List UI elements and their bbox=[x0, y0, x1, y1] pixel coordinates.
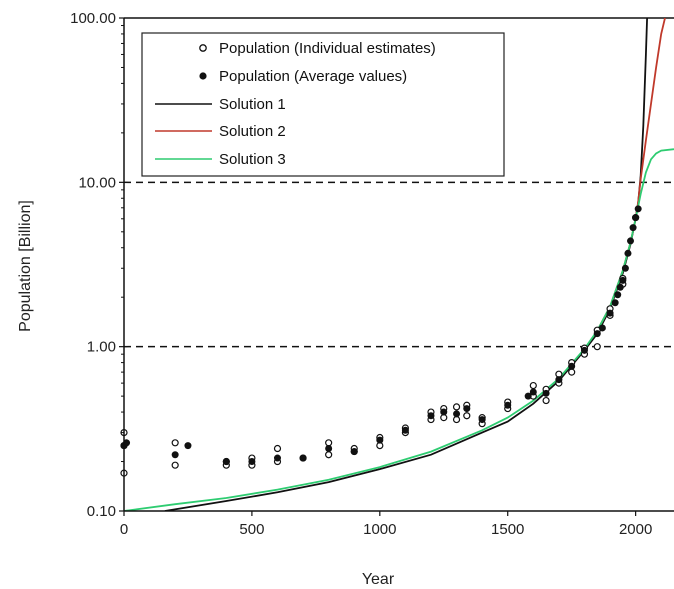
x-tick-label: 0 bbox=[120, 521, 128, 538]
legend-item-solution-3: Solution 3 bbox=[219, 151, 286, 168]
average-value-point bbox=[325, 445, 333, 453]
solution-curve-3 bbox=[124, 148, 674, 511]
individual-estimate-point bbox=[568, 368, 576, 376]
legend-item-solution-1: Solution 1 bbox=[219, 96, 286, 113]
average-value-point bbox=[568, 362, 576, 370]
legend-item-individual-estimates: Population (Individual estimates) bbox=[219, 40, 436, 57]
average-value-point bbox=[632, 214, 640, 222]
average-value-point bbox=[478, 416, 486, 424]
average-value-point bbox=[606, 309, 614, 317]
tick-labels: 0 500 1000 1500 2000 0.10 1.00 10.00 100.00 bbox=[70, 10, 652, 538]
average-value-point bbox=[350, 448, 358, 456]
average-value-point bbox=[171, 451, 179, 459]
average-value-point bbox=[273, 454, 281, 462]
individual-estimate-point bbox=[273, 444, 282, 453]
average-value-point bbox=[401, 426, 409, 434]
average-value-point bbox=[611, 299, 619, 307]
average-value-point bbox=[542, 389, 550, 397]
individual-estimate-point bbox=[542, 396, 550, 405]
average-value-point bbox=[627, 237, 635, 245]
average-value-point bbox=[580, 346, 588, 354]
average-value-point bbox=[123, 439, 131, 447]
y-axis-title: Population [Billion] bbox=[17, 200, 34, 332]
legend-item-solution-2: Solution 2 bbox=[219, 123, 286, 140]
data-markers bbox=[120, 205, 642, 477]
average-value-point bbox=[624, 249, 632, 257]
y-tick-label: 100.00 bbox=[70, 10, 116, 27]
average-value-point bbox=[184, 442, 192, 450]
average-value-point bbox=[299, 454, 307, 462]
x-tick-label: 500 bbox=[239, 521, 264, 538]
legend-item-average-values: Population (Average values) bbox=[219, 68, 407, 85]
average-value-point bbox=[593, 330, 601, 338]
average-value-point bbox=[504, 401, 512, 409]
y-tick-label: 0.10 bbox=[87, 503, 116, 520]
individual-estimate-point bbox=[529, 381, 537, 390]
axes bbox=[119, 17, 674, 516]
average-value-point bbox=[634, 205, 642, 213]
x-tick-label: 1000 bbox=[363, 521, 396, 538]
average-value-point bbox=[222, 458, 230, 466]
individual-estimate-point bbox=[593, 343, 601, 351]
average-value-point bbox=[555, 376, 563, 384]
y-tick-label: 10.00 bbox=[78, 174, 116, 191]
solution-curve-2 bbox=[596, 18, 666, 332]
legend-open-marker-icon bbox=[199, 44, 207, 52]
average-value-point bbox=[529, 388, 537, 396]
legend-filled-marker-icon bbox=[199, 72, 207, 80]
average-value-point bbox=[440, 408, 448, 416]
average-value-point bbox=[463, 405, 471, 413]
average-value-point bbox=[248, 458, 256, 466]
average-value-point bbox=[598, 324, 606, 332]
individual-estimate-point bbox=[171, 461, 179, 469]
average-value-point bbox=[619, 276, 627, 284]
individual-estimate-point bbox=[452, 403, 461, 411]
average-value-point bbox=[621, 264, 629, 272]
average-value-point bbox=[629, 224, 637, 232]
x-tick-label: 2000 bbox=[619, 521, 652, 538]
x-tick-label: 1500 bbox=[491, 521, 524, 538]
average-value-point bbox=[616, 283, 624, 291]
individual-estimate-point bbox=[463, 412, 471, 420]
individual-estimate-point bbox=[325, 451, 333, 459]
individual-estimate-point bbox=[325, 439, 333, 447]
individual-estimate-point bbox=[452, 415, 461, 424]
individual-estimate-point bbox=[171, 439, 179, 447]
y-tick-label: 1.00 bbox=[87, 339, 116, 356]
average-value-point bbox=[614, 291, 622, 299]
legend: Population (Individual estimates) Popula… bbox=[141, 32, 505, 177]
average-value-point bbox=[524, 392, 532, 400]
average-value-point bbox=[376, 436, 384, 444]
x-axis-title: Year bbox=[362, 571, 395, 588]
average-value-point bbox=[453, 410, 461, 418]
average-value-point bbox=[427, 412, 435, 420]
